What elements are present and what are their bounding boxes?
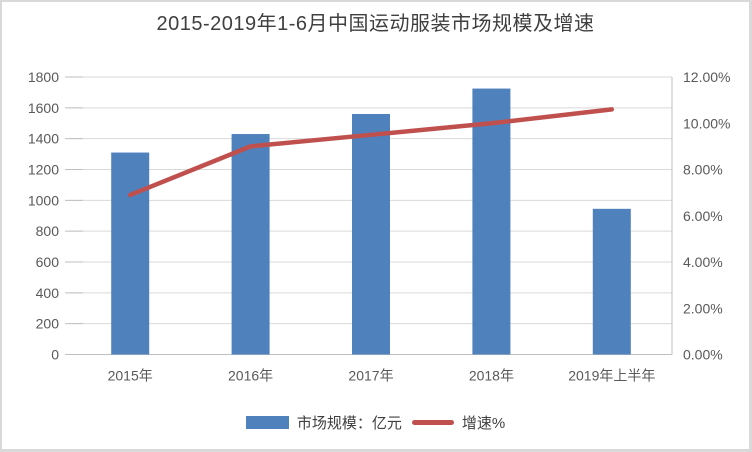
x-axis-category-label: 2015年: [108, 368, 153, 384]
right-axis-tick-label: 8.00%: [683, 162, 723, 178]
bar-2016年: [231, 134, 270, 355]
right-axis-tick-label: 6.00%: [683, 208, 723, 224]
bar-series-swatch-icon: [245, 416, 289, 429]
bar-2019年上半年: [592, 208, 631, 355]
right-axis-tick-label: 2.00%: [683, 300, 723, 316]
right-axis-tick-label: 12.00%: [683, 69, 730, 85]
left-axis-tick-label: 600: [36, 254, 60, 270]
line-series-swatch-icon: [411, 420, 454, 425]
x-axis-category-label: 2019年上半年: [568, 368, 655, 384]
x-axis-category-label: 2017年: [348, 368, 393, 384]
x-axis-category-label: 2018年: [469, 368, 514, 384]
right-axis-tick-label: 0.00%: [683, 347, 723, 363]
left-axis-tick-label: 1000: [28, 192, 59, 208]
left-axis-tick-label: 1600: [28, 100, 59, 116]
bar-2018年: [472, 88, 511, 355]
chart-title: 2015-2019年1-6月中国运动服装市场规模及增速: [156, 13, 595, 35]
right-axis-tick-label: 4.00%: [683, 254, 723, 270]
legend-item-growth-rate: 增速%: [411, 412, 506, 433]
left-axis-tick-label: 400: [36, 285, 60, 301]
bar-2017年: [352, 114, 390, 355]
legend-item-market-size: 市场规模：亿元: [245, 412, 402, 433]
left-axis-tick-label: 1400: [28, 131, 59, 147]
growth-rate-line: [127, 107, 615, 198]
left-axis-tick-label: 800: [36, 223, 60, 239]
x-axis-category-label: 2016年: [228, 368, 273, 384]
left-axis-tick-label: 200: [36, 316, 60, 332]
right-axis-tick-label: 10.00%: [683, 115, 730, 131]
bar-series-legend-label: 市场规模：亿元: [296, 415, 402, 432]
left-axis-tick-label: 0: [51, 347, 59, 363]
line-series-legend-label: 增速%: [461, 415, 506, 432]
left-axis-tick-label: 1800: [28, 69, 59, 85]
chart-legend: 市场规模：亿元 增速%: [2, 412, 749, 433]
left-axis-tick-label: 1200: [28, 162, 59, 178]
bar-2015年: [111, 152, 150, 355]
